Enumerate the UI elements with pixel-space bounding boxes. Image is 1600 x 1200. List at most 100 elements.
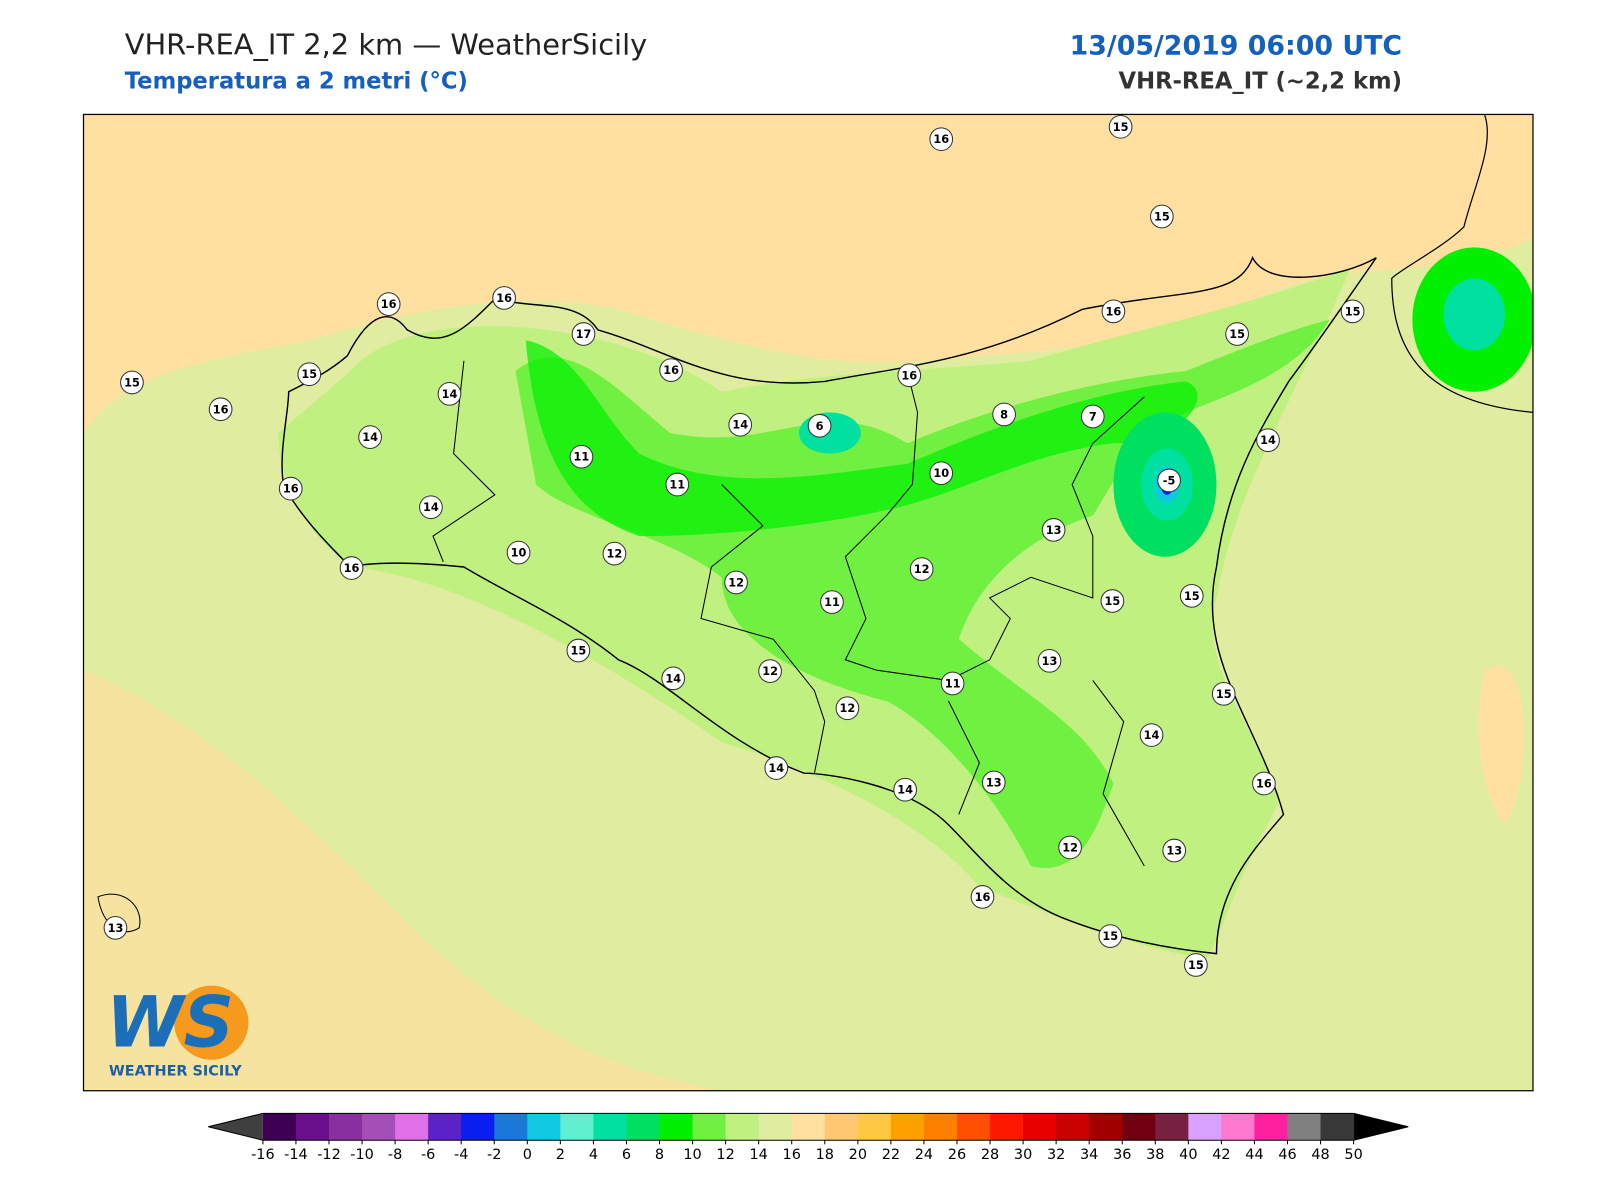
station: 13 [1162,838,1187,863]
station-marker [569,444,594,469]
colorbar-tick-label: -12 [317,1147,341,1163]
colorbar-tick-label: 16 [783,1147,801,1163]
colorbar-tick-label: 38 [1146,1147,1164,1163]
station: 7 [1080,404,1105,429]
station-value: 15 [1184,589,1200,603]
station: 8 [992,402,1016,427]
colorbar-tick-label: 28 [981,1147,999,1163]
station-value: 15 [124,375,140,389]
station-marker [661,666,686,691]
station-marker [1252,771,1276,796]
colorbar: -16 -14 -12 -10 -8 -6 -4 -2 0 2 4 6 8 10 12 14 16 18 20 22 2… [208,1112,1409,1163]
station: 13 [1037,648,1062,673]
station: 15 [1179,584,1204,608]
station: 15 [297,362,322,387]
station-marker [602,541,627,566]
stations: 16 15 15 16 16 17 15 15 16 14 14 16 14 6 16 8 7 16 15 15 14 -… [103,114,1365,977]
colorbar-segment [659,1113,694,1141]
station: 16 [208,397,233,422]
station-value: 14 [768,761,784,775]
station: 11 [569,444,594,469]
station-marker [807,413,832,438]
station-marker [208,397,233,422]
station-marker [1101,299,1126,324]
colorbar-tick-label: -8 [388,1147,402,1163]
station-marker [835,696,860,721]
logo: WS WEATHER SICILY [106,981,249,1079]
colorbar-tick-label: 12 [716,1147,734,1163]
station: 15 [1098,924,1123,948]
station-marker [929,127,954,152]
station-value: 16 [283,482,299,496]
colorbar-tick-label: 14 [749,1147,767,1163]
station: 15 [1150,204,1174,229]
station-value: 14 [362,430,378,444]
station: 11 [820,590,844,614]
station-marker [909,557,934,581]
station-marker [929,461,954,486]
station-marker [981,770,1006,795]
station-marker [764,756,789,780]
station-marker [1100,589,1125,613]
station-marker [1041,518,1066,542]
station: 17 [571,322,596,346]
station-value: 16 [901,368,917,382]
station: 12 [724,570,748,595]
station-marker [820,590,844,614]
station-value: 11 [945,677,961,691]
station-value: 7 [1089,409,1097,423]
station: 11 [940,671,965,696]
station-value: 15 [1154,209,1170,223]
datetime: 13/05/2019 06:00 UTC [1070,31,1402,62]
station-marker [970,885,995,909]
station: 14 [661,666,686,691]
station-marker [1256,428,1280,453]
station-value: 17 [576,327,592,341]
colorbar-segment [560,1113,594,1141]
colorbar-segment [328,1113,363,1141]
colorbar-tick-label: -16 [251,1147,275,1163]
colorbar-tick-label: 50 [1344,1147,1362,1163]
station: 16 [897,363,922,388]
colorbar-tick-label: 36 [1113,1147,1131,1163]
station: 15 [1184,953,1208,977]
colorbar-tick-label: 34 [1080,1147,1098,1163]
station-value: 16 [344,561,360,575]
colorbar-segment [1155,1113,1189,1141]
station-value: 13 [1166,844,1182,858]
station-value: 12 [914,562,930,576]
station-marker [665,472,690,497]
station: 15 [566,638,591,663]
station-value: 6 [816,419,824,433]
station: 14 [764,756,789,780]
station-value: 12 [762,664,778,678]
colorbar-segment [461,1113,495,1141]
colorbar-tick-label: 24 [915,1147,933,1163]
colorbar-segment [1254,1113,1289,1141]
station-marker [376,292,401,316]
station-value: 12 [840,701,856,715]
station-value: 15 [1104,594,1120,608]
station-value: 8 [1000,407,1008,421]
station-value: 13 [108,921,124,935]
colorbar-tick-label: 48 [1311,1147,1329,1163]
station: 14 [358,425,382,449]
logo-name: WEATHER SICILY [109,1063,242,1079]
colorbar-tick-label: 8 [655,1147,664,1163]
colorbar-tick-label: 46 [1278,1147,1296,1163]
station-value: 14 [423,500,439,514]
station-value: 15 [1113,120,1129,134]
station-marker [893,777,918,802]
colorbar-segment [692,1113,727,1141]
colorbar-tick-label: 22 [882,1147,900,1163]
colorbar-tick-label: 18 [816,1147,834,1163]
station-value: 11 [669,478,685,492]
colorbar-segment [1023,1113,1057,1141]
colorbar-segment [494,1113,528,1141]
colorbar-tick-label: 2 [556,1147,565,1163]
station-marker [1108,114,1133,139]
station: 16 [376,292,401,316]
station-marker [297,362,322,387]
station: 15 [1225,322,1249,346]
